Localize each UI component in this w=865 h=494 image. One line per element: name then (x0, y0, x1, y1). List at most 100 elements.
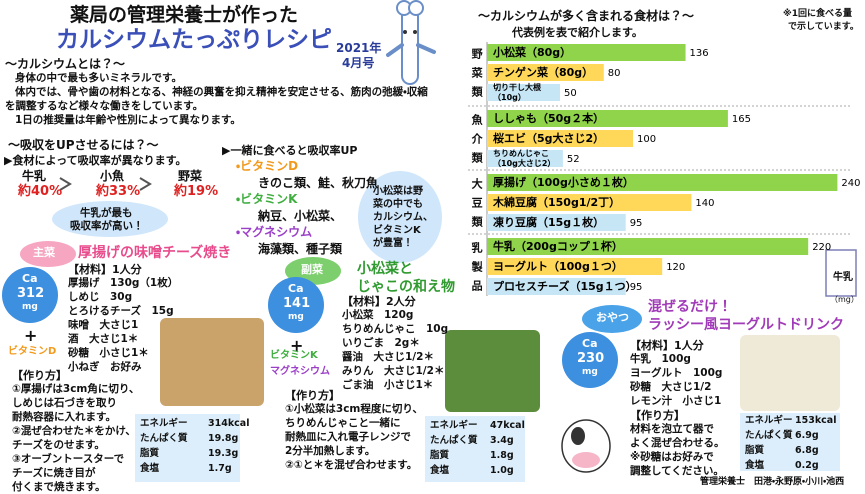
food-list: 海藻類、種子類 (258, 242, 343, 256)
nutrient: ・ビタミンD (236, 159, 299, 173)
photo (445, 330, 540, 412)
step: チーズをのせます。 (12, 439, 105, 451)
nutrition-name: 脂質 (745, 445, 765, 456)
nutrition-value: 19.3g (208, 448, 239, 459)
rate: 約19% (174, 184, 219, 199)
nutrition-value: 6.8g (795, 445, 819, 456)
nutrient: ビタミンD (8, 346, 57, 357)
nutrient: ビタミンK (270, 350, 318, 361)
step: チーズに焼き目が (12, 467, 96, 479)
ca-value: 141 (283, 296, 311, 311)
materials-heading: 【材料】1人分 (630, 339, 704, 352)
material: ちりめんじゃこ 10g (342, 323, 449, 335)
nutrition-value: 0.2g (795, 460, 819, 471)
nutrition-name: 脂質 (430, 450, 450, 461)
bar-label: 牛乳（200gコップ１杯） (493, 239, 623, 253)
recipe-title: 厚揚げの味噌チーズ焼き (78, 245, 232, 261)
step: しめじは石づきを取り (12, 397, 117, 409)
photo (740, 335, 840, 411)
material: 砂糖 小さじ1＊ (68, 347, 149, 359)
unit: （mg） (830, 295, 859, 304)
value-label: 240 (841, 178, 860, 189)
value-label: 80 (608, 68, 621, 79)
bar (487, 238, 809, 255)
material: 醤油 大さじ1/2＊ (342, 351, 434, 363)
recipe-tag: おやつ (596, 311, 629, 324)
bar-label: ちりめんじゃこ (493, 149, 549, 158)
tag-bg (20, 241, 76, 267)
nutrition-name: エネルギー (140, 418, 188, 429)
bar-label: チンゲン菜（80g） (493, 65, 593, 79)
bar-label: ししゃも（50g２本） (493, 111, 604, 125)
bubble-bg (358, 171, 442, 263)
material: レモン汁 小さじ1 (630, 395, 722, 407)
rate: 約33% (96, 184, 141, 199)
material: ヨーグルト 100g (630, 367, 723, 379)
value-label: 136 (690, 48, 709, 59)
nutrition-value: 6.9g (795, 430, 819, 441)
material: みりん 大さじ1/2＊ (342, 365, 445, 377)
bar (487, 110, 728, 127)
nutrition-name: 脂質 (140, 448, 160, 459)
nutrition-box (135, 414, 240, 482)
material: 味噌 大さじ1 (68, 319, 139, 331)
bar-label: 木綿豆腐（150g1/2丁） (492, 195, 620, 209)
material: しめじ 30g (68, 291, 133, 303)
ca-circle (2, 267, 58, 323)
bar-label: 厚揚げ（100g小さめ１枚） (493, 175, 634, 189)
material: 厚揚げ 130g（1枚） (68, 277, 179, 289)
nutrition-value: 47kcal (490, 420, 525, 431)
food-name: 牛乳 (22, 169, 47, 183)
nutrition-name: たんぱく質 (140, 433, 188, 444)
bar (487, 130, 633, 147)
material: とろけるチーズ 15g (68, 305, 174, 317)
step: ※砂糖はお好みで (630, 451, 714, 463)
ca-unit: mg (288, 312, 304, 322)
recipe-title: 混ぜるだけ！ (648, 299, 732, 315)
mascot-cow (561, 419, 611, 473)
bubble-text: カルシウム、 (373, 212, 433, 223)
value-label: 165 (732, 114, 751, 125)
bar-label: （10g大さじ2） (493, 158, 555, 168)
food-name: 野菜 (178, 169, 203, 183)
ca-unit: mg (22, 302, 38, 312)
value-label: 95 (630, 282, 643, 293)
photo (160, 318, 264, 406)
ca-circle (562, 332, 618, 388)
material: 砂糖 大さじ1/2 (630, 381, 712, 393)
step: ③オーブントースターで (12, 453, 125, 465)
bubble-text: ビタミンK (373, 225, 421, 236)
ca-circle (268, 277, 324, 333)
footer: 管理栄養士 田港・永野原・小川・池西 (700, 477, 845, 487)
materials-heading: 【材料】2人分 (342, 295, 416, 308)
bubble-text: 菜の中でも (373, 199, 423, 210)
nutrition-value: 19.8g (208, 433, 239, 444)
bar-label: 凍り豆腐（15g１枚） (493, 215, 604, 229)
food-list: きのこ類、鮭、秋刀魚 (258, 176, 379, 190)
mascot-bone (386, 0, 436, 85)
value-label: 52 (567, 154, 580, 165)
material: 牛乳 100g (630, 353, 691, 365)
bar (487, 64, 604, 81)
steps-heading: 【作り方】 (12, 369, 67, 382)
section-heading: ～吸収をUPさせるには？～ (8, 138, 159, 152)
bubble-text: が豊富！ (373, 238, 413, 249)
chart-subtitle: 代表例を表で紹介します。 (512, 26, 643, 39)
nutrition-value: 153kcal (795, 415, 837, 426)
bar (487, 194, 692, 211)
step: 調整してください。 (630, 465, 724, 477)
bubble-text: 吸収率が高い！ (70, 220, 144, 232)
steps-heading: 【作り方】 (285, 389, 340, 402)
step: 材料を泡立て器で (630, 423, 714, 435)
body-text: 1日の推奨量は年齢や性別によって異なります。 (15, 114, 241, 126)
date: 2021年 (336, 41, 382, 55)
value-label: 120 (666, 262, 685, 273)
nutrition-name: エネルギー (430, 420, 478, 431)
bar-label: 桜エビ（5g大さじ2） (493, 131, 604, 145)
step: ②混ぜ合わせた＊をかけ、 (12, 425, 136, 437)
nutrition-box (740, 413, 840, 471)
nutrient: ・ビタミンK (236, 192, 298, 206)
ca-value: 230 (577, 351, 605, 366)
food-list: 納豆、小松菜、 (258, 209, 343, 223)
bar (487, 84, 560, 101)
